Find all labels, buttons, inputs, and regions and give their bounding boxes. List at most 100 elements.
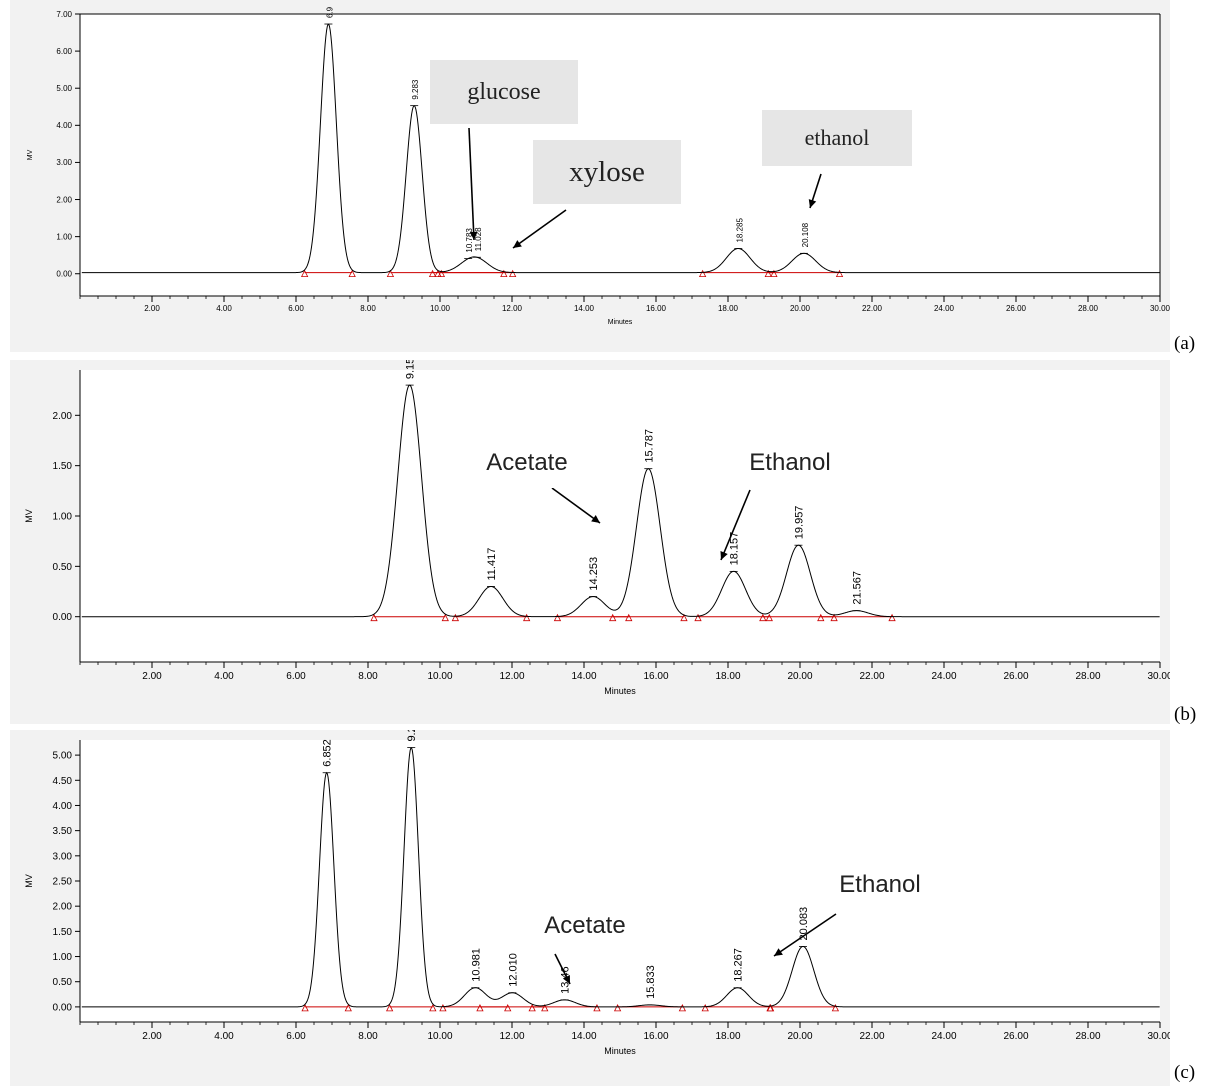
x-axis-title: Minutes: [604, 1046, 636, 1056]
y-tick-label: 0.00: [53, 1002, 73, 1013]
x-tick-label: 12.00: [499, 1031, 524, 1042]
y-tick-label: 1.00: [56, 232, 72, 241]
x-tick-label: 26.00: [1003, 671, 1028, 682]
integration-marker: [764, 269, 772, 278]
peak-label: 21.567: [851, 571, 863, 605]
integration-marker: [523, 613, 531, 622]
integration-marker: [500, 269, 508, 278]
chart-a: 2.00 4.00 6.00 8.00 10.00 12.00 14.00 16.00 18.0…: [27, 6, 1170, 326]
y-axis-title: MV: [27, 149, 34, 160]
integration-marker: [428, 269, 437, 278]
integration-marker: [439, 1003, 447, 1012]
panel-label-a: (a): [1174, 333, 1196, 354]
integration-marker: [528, 1003, 536, 1012]
annotation-acetate-c: Acetate: [520, 902, 650, 950]
peak-label: 14.253: [588, 557, 600, 591]
x-tick-label: 20.00: [787, 1031, 812, 1042]
annotation-glucose: glucose: [430, 60, 578, 124]
peak-label: 20.108: [801, 222, 810, 247]
integration-marker: [701, 1003, 709, 1012]
peak-label: 19.957: [793, 506, 805, 540]
x-tick-label: 6.00: [288, 304, 304, 313]
integration-marker: [835, 269, 844, 278]
x-tick-label: 16.00: [643, 671, 668, 682]
integration-marker: [609, 613, 617, 622]
y-tick-label: 3.00: [56, 158, 72, 167]
panel-label-c: (c): [1174, 1062, 1196, 1083]
x-tick-label: 2.00: [142, 671, 162, 682]
y-tick-label: 3.50: [53, 826, 73, 837]
x-tick-label: 4.00: [214, 1031, 234, 1042]
integration-marker: [509, 269, 517, 278]
integration-marker: [766, 1003, 775, 1012]
chromatogram-panel-c: 2.00 4.00 6.00 8.00 10.00 12.00 14.00 16.00 18.0…: [10, 730, 1170, 1086]
chromatogram-panel-b: 2.00 4.00 6.00 8.00 10.00 12.00 14.00 16.00 18.0…: [10, 360, 1170, 724]
y-tick-label: 2.00: [56, 195, 72, 204]
integration-marker: [553, 613, 562, 622]
x-tick-label: 2.00: [144, 304, 160, 313]
peak-label: 11.417: [486, 548, 498, 581]
plot-area: [80, 740, 1160, 1022]
chart-b: 2.00 4.00 6.00 8.00 10.00 12.00 14.00 16.00 18.0…: [24, 360, 1170, 696]
x-tick-label: 2.00: [142, 1031, 162, 1042]
annotation-ethanol-b: Ethanol: [712, 438, 868, 488]
y-axis-title: MV: [24, 874, 34, 888]
x-tick-label: 18.00: [718, 304, 739, 313]
x-tick-label: 28.00: [1075, 671, 1100, 682]
integration-marker: [694, 613, 702, 622]
annotation-ethanol-c: Ethanol: [810, 860, 950, 910]
x-tick-label: 20.00: [787, 671, 812, 682]
integration-marker: [441, 613, 449, 622]
y-tick-label: 4.50: [53, 776, 73, 787]
x-tick-label: 4.00: [214, 671, 234, 682]
x-tick-label: 10.00: [427, 671, 452, 682]
annotation-arrow: [720, 489, 751, 561]
integration-marker: [300, 269, 309, 278]
x-tick-label: 4.00: [216, 304, 232, 313]
y-tick-label: 7.00: [56, 10, 72, 19]
integration-marker: [678, 1003, 687, 1012]
x-tick-label: 20.00: [790, 304, 811, 313]
x-tick-label: 18.00: [715, 671, 740, 682]
annotation-ethanol: ethanol: [762, 110, 912, 166]
chromatogram-trace: [81, 384, 1160, 618]
y-tick-label: 0.00: [56, 270, 72, 279]
integration-marker: [344, 1003, 352, 1012]
y-tick-label: 5.00: [56, 84, 72, 93]
peak-label: 9.201: [406, 730, 418, 742]
x-tick-label: 6.00: [286, 671, 306, 682]
x-tick-label: 8.00: [358, 1031, 378, 1042]
arrow-head: [513, 240, 522, 248]
peak-label: 11.028: [474, 227, 483, 251]
x-tick-label: 26.00: [1003, 1031, 1028, 1042]
y-tick-label: 0.50: [53, 977, 73, 988]
y-tick-label: 4.00: [56, 121, 72, 130]
x-tick-label: 14.00: [571, 671, 596, 682]
arrow-head: [720, 551, 728, 560]
peak-label: 10.981: [470, 948, 482, 982]
peak-label: 20.083: [798, 907, 810, 941]
chart-c: 2.00 4.00 6.00 8.00 10.00 12.00 14.00 16.00 18.0…: [24, 730, 1170, 1056]
x-tick-label: 6.00: [286, 1031, 306, 1042]
x-tick-label: 30.00: [1147, 671, 1170, 682]
peak-label: 18.285: [735, 217, 744, 242]
peak-label: 18.267: [733, 948, 745, 982]
arrow-head: [774, 948, 783, 956]
integration-marker: [593, 1003, 601, 1012]
integration-marker: [301, 1003, 309, 1012]
integration-marker: [370, 613, 378, 622]
integration-marker: [504, 1003, 512, 1012]
x-tick-label: 22.00: [859, 671, 884, 682]
y-tick-label: 2.00: [53, 411, 73, 422]
integration-marker: [698, 269, 707, 278]
x-axis-title: Minutes: [604, 686, 636, 696]
x-tick-label: 16.00: [643, 1031, 668, 1042]
peak-label: 10.783: [465, 228, 474, 253]
x-axis-title: Minutes: [608, 319, 633, 326]
peak-label: 15.833: [645, 965, 657, 999]
integration-marker: [888, 613, 896, 622]
integration-marker: [817, 613, 825, 622]
y-tick-label: 1.00: [53, 512, 73, 523]
annotation-arrow: [773, 913, 837, 957]
integration-marker: [429, 1003, 437, 1012]
